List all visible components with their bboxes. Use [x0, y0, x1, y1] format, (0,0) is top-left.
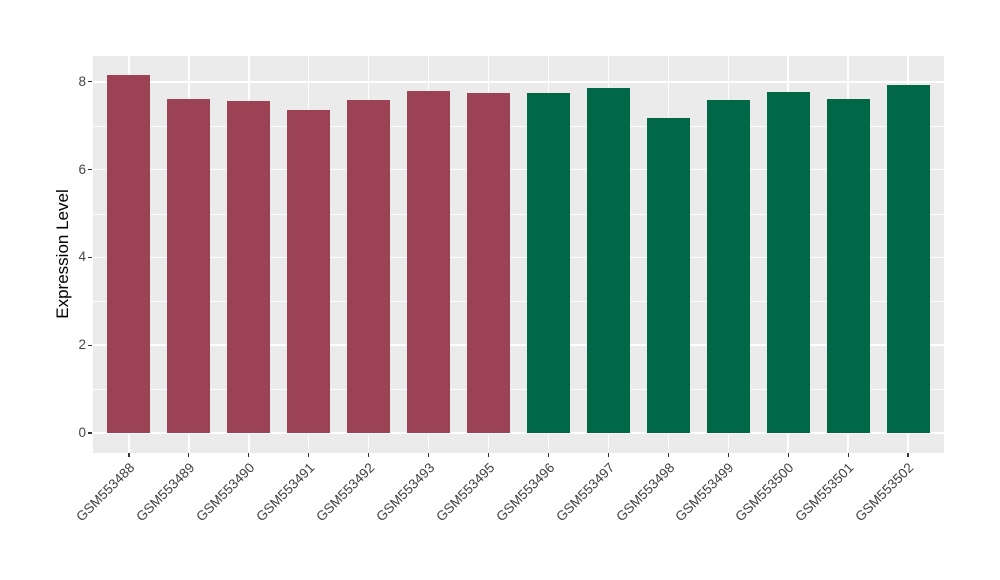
- bar-GSM553493: [407, 90, 451, 433]
- bar-GSM553492: [347, 99, 391, 433]
- x-tick-mark: [847, 453, 849, 457]
- gridline-major: [93, 432, 944, 434]
- gridline-major: [93, 256, 944, 259]
- gridline-minor: [93, 213, 944, 215]
- y-tick-label: 2: [78, 337, 86, 353]
- x-tick-mark: [907, 453, 909, 457]
- bar-GSM553500: [766, 91, 810, 433]
- bar-GSM553490: [227, 101, 271, 433]
- gridline-minor: [93, 389, 944, 390]
- x-tick-label: GSM553502: [756, 460, 916, 524]
- bar-GSM553491: [287, 109, 331, 433]
- gridline-major: [93, 344, 944, 346]
- x-tick-mark: [128, 453, 130, 457]
- bar-GSM553496: [526, 93, 570, 433]
- y-tick-mark: [88, 344, 92, 346]
- gridline-minor: [93, 125, 944, 127]
- x-tick-label-text: GSM553502: [852, 460, 917, 525]
- bar-GSM553488: [107, 74, 151, 433]
- gridline-major: [93, 81, 944, 83]
- y-tick-label: 4: [78, 249, 86, 265]
- bar-GSM553501: [826, 98, 870, 433]
- x-tick-mark: [787, 453, 789, 457]
- x-tick-mark: [428, 453, 430, 457]
- y-tick-mark: [88, 81, 92, 83]
- bar-GSM553497: [586, 87, 630, 433]
- y-tick-mark: [88, 432, 92, 434]
- x-tick-mark: [607, 453, 609, 457]
- x-tick-mark: [188, 453, 190, 457]
- x-tick-mark: [368, 453, 370, 457]
- x-tick-mark: [308, 453, 310, 457]
- y-tick-label: 6: [78, 161, 86, 177]
- y-tick-mark: [88, 169, 92, 171]
- x-tick-mark: [547, 453, 550, 457]
- y-tick-mark: [88, 256, 92, 258]
- x-tick-mark: [667, 453, 669, 457]
- gridline-major: [93, 168, 944, 171]
- plot-panel: [93, 56, 944, 453]
- y-tick-label: 8: [78, 73, 86, 89]
- bar-GSM553498: [646, 118, 690, 433]
- x-tick-mark: [727, 453, 729, 457]
- x-tick-mark: [248, 453, 250, 457]
- bar-GSM553495: [467, 93, 511, 433]
- bar-GSM553489: [167, 98, 211, 433]
- y-tick-label: 0: [78, 425, 86, 440]
- bar-GSM553499: [706, 100, 750, 433]
- x-tick-mark: [487, 453, 490, 457]
- bar-GSM553502: [886, 84, 930, 433]
- gridline-minor: [93, 301, 944, 303]
